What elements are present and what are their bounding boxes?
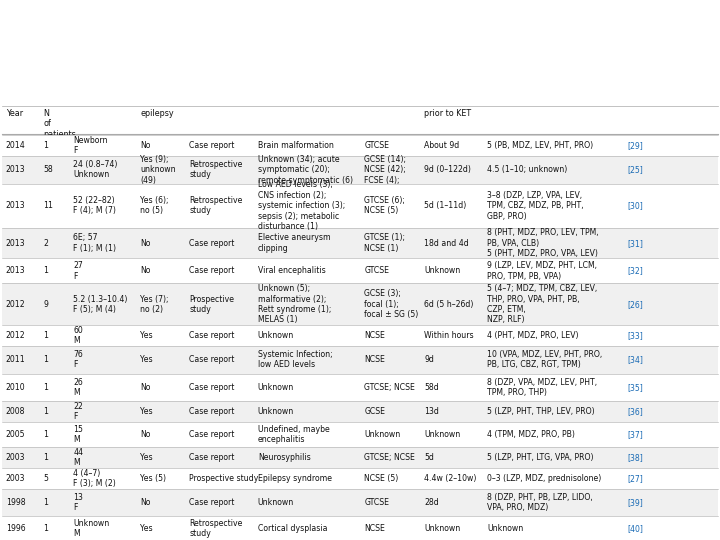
Text: [32]: [32] [628, 266, 644, 275]
Text: Newborn
F: Newborn F [73, 136, 108, 155]
Text: 5d (1–11d): 5d (1–11d) [424, 201, 467, 210]
Text: [33]: [33] [628, 331, 644, 340]
Text: [35]: [35] [628, 383, 644, 392]
Text: 1996: 1996 [6, 524, 25, 533]
Text: [40]: [40] [628, 524, 644, 533]
Text: 58: 58 [43, 165, 53, 174]
Text: Retrospective
study: Retrospective study [189, 160, 243, 179]
Text: Case report: Case report [189, 355, 235, 364]
Text: 1: 1 [43, 430, 48, 439]
Text: Yes: Yes [140, 407, 153, 416]
Text: 3–8 (DZP, LZP, VPA, LEV,
TPM, CBZ, MDZ, PB, PHT,
GBP, PRO): 3–8 (DZP, LZP, VPA, LEV, TPM, CBZ, MDZ, … [487, 191, 584, 221]
Text: Prospective study: Prospective study [189, 474, 258, 483]
Text: Unknown: Unknown [364, 430, 400, 439]
Text: 58d: 58d [424, 383, 438, 392]
Text: 9: 9 [43, 300, 48, 309]
Text: 2: 2 [43, 239, 48, 248]
Text: 9d (0–122d): 9d (0–122d) [424, 165, 471, 174]
Bar [2, 228, 718, 259]
Text: Yes (5): Yes (5) [140, 474, 166, 483]
Text: 1: 1 [43, 407, 48, 416]
Text: 2013: 2013 [6, 201, 25, 210]
Text: GTCSE (6);
NCSE (5): GTCSE (6); NCSE (5) [364, 196, 405, 215]
Text: No: No [140, 239, 150, 248]
Text: Unknown
M: Unknown M [73, 518, 109, 538]
Text: [27]: [27] [628, 474, 644, 483]
Text: 1: 1 [43, 498, 48, 507]
Text: 2003: 2003 [6, 453, 25, 462]
Text: Epilepsy syndrome: Epilepsy syndrome [258, 474, 332, 483]
Text: GCSE (14);
NCSE (42);
FCSE (4);: GCSE (14); NCSE (42); FCSE (4); [364, 155, 406, 185]
Text: Yes: Yes [140, 355, 153, 364]
Text: 5d: 5d [424, 453, 434, 462]
Text: 9 (LZP, LEV, MDZ, PHT, LCM,
PRO, TPM, PB, VPA): 9 (LZP, LEV, MDZ, PHT, LCM, PRO, TPM, PB… [487, 261, 598, 281]
Text: Case report: Case report [189, 239, 235, 248]
Text: 1998: 1998 [6, 498, 25, 507]
Bar [2, 135, 718, 156]
Text: Case report: Case report [189, 383, 235, 392]
Text: 13
F: 13 F [73, 493, 84, 512]
Text: 2010: 2010 [6, 383, 25, 392]
Text: Year: Year [6, 109, 23, 118]
Text: GTCSE (1);
NCSE (1): GTCSE (1); NCSE (1) [364, 233, 405, 253]
Text: Yes (9);
unknown
(49): Yes (9); unknown (49) [140, 155, 176, 185]
Text: Yes: Yes [140, 453, 153, 462]
Text: 60
M: 60 M [73, 326, 84, 345]
Text: Case report: Case report [189, 407, 235, 416]
Text: 2012: 2012 [6, 331, 25, 340]
Text: Case report: Case report [189, 453, 235, 462]
Text: Neurosyphilis: Neurosyphilis [258, 453, 310, 462]
Text: [30]: [30] [628, 201, 644, 210]
Text: [31]: [31] [628, 239, 644, 248]
Bar [2, 422, 718, 447]
Bar [2, 468, 718, 489]
Bar [2, 447, 718, 468]
Text: Yes: Yes [140, 524, 153, 533]
Text: 52 (22–82)
F (4); M (7): 52 (22–82) F (4); M (7) [73, 196, 117, 215]
Bar [2, 259, 718, 284]
Text: Unknown: Unknown [258, 498, 294, 507]
Text: 2003: 2003 [6, 474, 25, 483]
Text: 2012: 2012 [6, 300, 25, 309]
Text: 2005: 2005 [6, 430, 25, 439]
Bar [2, 325, 718, 346]
Text: 1: 1 [43, 524, 48, 533]
Text: [36]: [36] [628, 407, 644, 416]
Text: [26]: [26] [628, 300, 644, 309]
Text: Prospective
study: Prospective study [189, 294, 235, 314]
Text: Unknown: Unknown [424, 524, 460, 533]
Text: Undefined, maybe
encephalitis: Undefined, maybe encephalitis [258, 425, 330, 444]
Text: Yes (6);
no (5): Yes (6); no (5) [140, 196, 169, 215]
Text: Demogra…: Demogra… [2, 31, 37, 37]
Text: NCSE: NCSE [364, 355, 385, 364]
Text: 5 (PB, MDZ, LEV, PHT, PRO): 5 (PB, MDZ, LEV, PHT, PRO) [487, 141, 593, 150]
Text: 5 (LZP, PHT, LTG, VPA, PRO): 5 (LZP, PHT, LTG, VPA, PRO) [487, 453, 594, 462]
Bar [2, 489, 718, 516]
Text: prior to KET: prior to KET [424, 109, 471, 118]
Text: Ketamine for the treatment of refractory status epilepticus. Y.
Fang, X. Wang / : Ketamine for the treatment of refractory… [35, 1, 720, 52]
Text: No: No [140, 141, 150, 150]
Text: GCSE: GCSE [364, 407, 385, 416]
Text: 1: 1 [43, 453, 48, 462]
Text: Unknown (34); acute
symptomatic (20);
remote symptomatic (6): Unknown (34); acute symptomatic (20); re… [258, 155, 353, 185]
Text: 15
M: 15 M [73, 425, 84, 444]
Text: 8 (DZP, VPA, MDZ, LEV, PHT,
TPM, PRO, THP): 8 (DZP, VPA, MDZ, LEV, PHT, TPM, PRO, TH… [487, 378, 598, 397]
Text: Unknown (5);
malformative (2);
Rett syndrome (1);
MELAS (1): Unknown (5); malformative (2); Rett synd… [258, 284, 331, 325]
Text: Case report: Case report [189, 266, 235, 275]
Text: Case report: Case report [189, 141, 235, 150]
Text: Case report: Case report [189, 430, 235, 439]
Text: 1: 1 [43, 331, 48, 340]
Text: [37]: [37] [628, 430, 644, 439]
Text: GTCSE: GTCSE [364, 266, 390, 275]
Text: 4 (4–7)
F (3); M (2): 4 (4–7) F (3); M (2) [73, 469, 116, 488]
Text: No: No [140, 383, 150, 392]
Text: 22
F: 22 F [73, 402, 84, 421]
Text: Yes (7);
no (2): Yes (7); no (2) [140, 294, 169, 314]
Text: 1: 1 [43, 266, 48, 275]
Text: Low AED levels (3);
CNS infection (2);
systemic infection (3);
sepsis (2); metab: Low AED levels (3); CNS infection (2); s… [258, 180, 345, 231]
Text: [25]: [25] [628, 165, 644, 174]
Text: 2013: 2013 [6, 165, 25, 174]
Text: Retrospective
study: Retrospective study [189, 518, 243, 538]
Text: [29]: [29] [628, 141, 644, 150]
Text: N
of
patients: N of patients [43, 109, 76, 139]
